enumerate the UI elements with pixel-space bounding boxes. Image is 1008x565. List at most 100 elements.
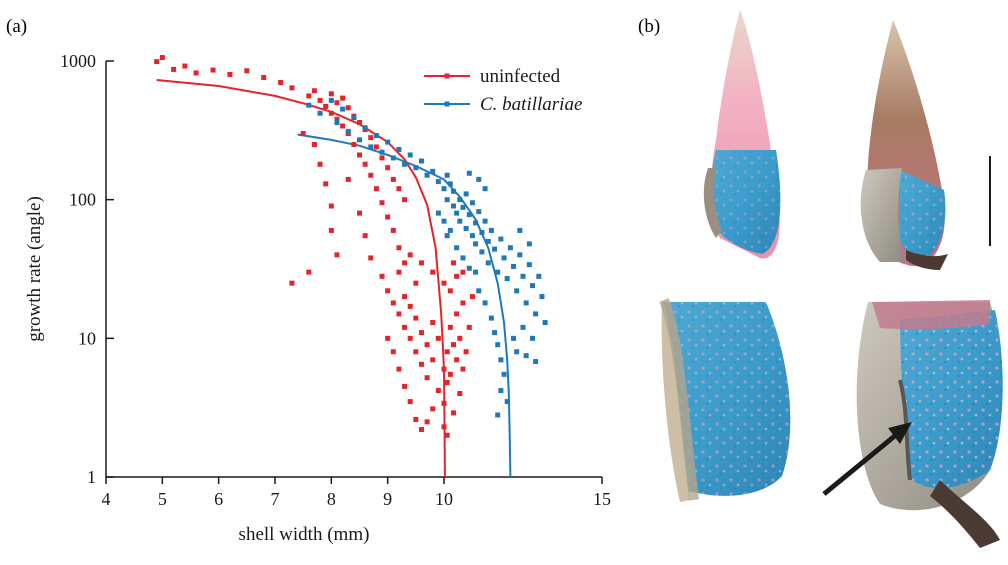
point-uninfected (289, 280, 295, 286)
point-c-batillariae (514, 288, 520, 294)
axis-ticks: 1 10 100 1000 4 5 6 7 8 9 10 15 (60, 51, 611, 509)
point-c-batillariae (517, 252, 523, 258)
point-c-batillariae (466, 170, 472, 176)
point-uninfected (317, 97, 323, 103)
point-c-batillariae (328, 97, 334, 103)
point-uninfected (418, 260, 424, 266)
point-uninfected (390, 349, 396, 355)
x-tick-label: 6 (214, 489, 223, 509)
point-c-batillariae (466, 265, 472, 271)
point-uninfected (460, 300, 466, 306)
point-c-batillariae (460, 204, 466, 210)
point-c-batillariae (334, 120, 340, 126)
legend-label-c-batillariae: C. batillariae (480, 94, 582, 115)
point-uninfected (430, 269, 436, 275)
point-uninfected (159, 54, 165, 60)
point-uninfected (311, 141, 317, 147)
point-uninfected (227, 71, 233, 77)
point-uninfected (396, 311, 402, 317)
point-uninfected (435, 388, 441, 394)
point-uninfected (373, 144, 379, 150)
shell-photo-infected (860, 20, 991, 270)
panel-b-label: (b) (638, 16, 660, 37)
legend: uninfected C. batillariae (424, 66, 582, 115)
point-uninfected (444, 349, 450, 355)
point-c-batillariae (488, 315, 494, 321)
point-c-batillariae (523, 300, 529, 306)
point-c-batillariae (362, 125, 368, 131)
point-uninfected (441, 280, 447, 286)
point-c-batillariae (517, 227, 523, 233)
point-uninfected (334, 100, 340, 106)
point-uninfected (396, 245, 402, 251)
point-c-batillariae (504, 276, 510, 282)
point-uninfected (306, 269, 312, 275)
point-uninfected (390, 227, 396, 233)
legend-marker-c-batillariae (444, 101, 450, 107)
point-uninfected (328, 227, 334, 233)
point-uninfected (457, 391, 463, 397)
point-uninfected (407, 335, 413, 341)
point-c-batillariae (441, 186, 447, 192)
point-uninfected (413, 315, 419, 321)
point-uninfected (379, 200, 385, 206)
point-uninfected (368, 172, 374, 178)
point-uninfected (278, 79, 284, 85)
point-c-batillariae (402, 161, 408, 167)
point-uninfected (379, 273, 385, 279)
point-uninfected (311, 88, 317, 94)
point-c-batillariae (485, 238, 491, 244)
point-uninfected (447, 324, 453, 330)
point-c-batillariae (526, 241, 532, 247)
point-uninfected (402, 260, 408, 266)
point-uninfected (357, 152, 362, 158)
point-c-batillariae (447, 227, 453, 233)
point-c-batillariae (413, 165, 419, 171)
point-uninfected (402, 324, 408, 330)
point-uninfected (424, 419, 430, 425)
point-uninfected (368, 135, 374, 141)
point-c-batillariae (520, 324, 526, 330)
point-c-batillariae (476, 176, 482, 182)
point-c-batillariae (317, 110, 323, 116)
point-c-batillariae (444, 172, 450, 178)
point-uninfected (300, 131, 306, 137)
y-tick-label: 1 (87, 467, 96, 487)
point-c-batillariae (444, 233, 450, 239)
shell-photo-uninfected (703, 10, 781, 259)
legend-marker-uninfected (444, 73, 450, 79)
point-c-batillariae (345, 129, 351, 135)
point-uninfected (407, 399, 413, 405)
point-c-batillariae (488, 227, 494, 233)
point-c-batillariae (507, 245, 513, 251)
point-uninfected (407, 252, 413, 258)
point-uninfected (373, 186, 379, 192)
point-uninfected (441, 400, 447, 406)
point-c-batillariae (473, 269, 479, 275)
point-c-batillariae (492, 330, 498, 336)
point-c-batillariae (447, 181, 453, 187)
y-tick-label: 100 (69, 190, 96, 210)
point-c-batillariae (357, 137, 362, 143)
point-c-batillariae (407, 152, 413, 158)
fit-curve-c-batillariae (297, 133, 512, 478)
point-uninfected (430, 320, 436, 326)
x-tick-label: 7 (271, 489, 280, 509)
point-uninfected (444, 432, 450, 438)
point-uninfected (289, 85, 295, 91)
point-uninfected (469, 294, 475, 300)
point-uninfected (317, 161, 323, 167)
point-c-batillariae (454, 210, 460, 216)
point-uninfected (402, 294, 408, 300)
point-c-batillariae (435, 210, 441, 216)
growth-rate-chart: 1 10 100 1000 4 5 6 7 8 9 10 15 shell width (mm) gr… (24, 51, 611, 545)
point-uninfected (463, 349, 469, 355)
point-c-batillariae (492, 246, 498, 252)
point-c-batillariae (476, 209, 482, 215)
point-c-batillariae (536, 273, 542, 279)
point-c-batillariae (390, 155, 396, 161)
point-uninfected (334, 252, 340, 258)
point-uninfected (441, 366, 447, 372)
point-c-batillariae (495, 412, 501, 418)
point-c-batillariae (514, 349, 520, 355)
